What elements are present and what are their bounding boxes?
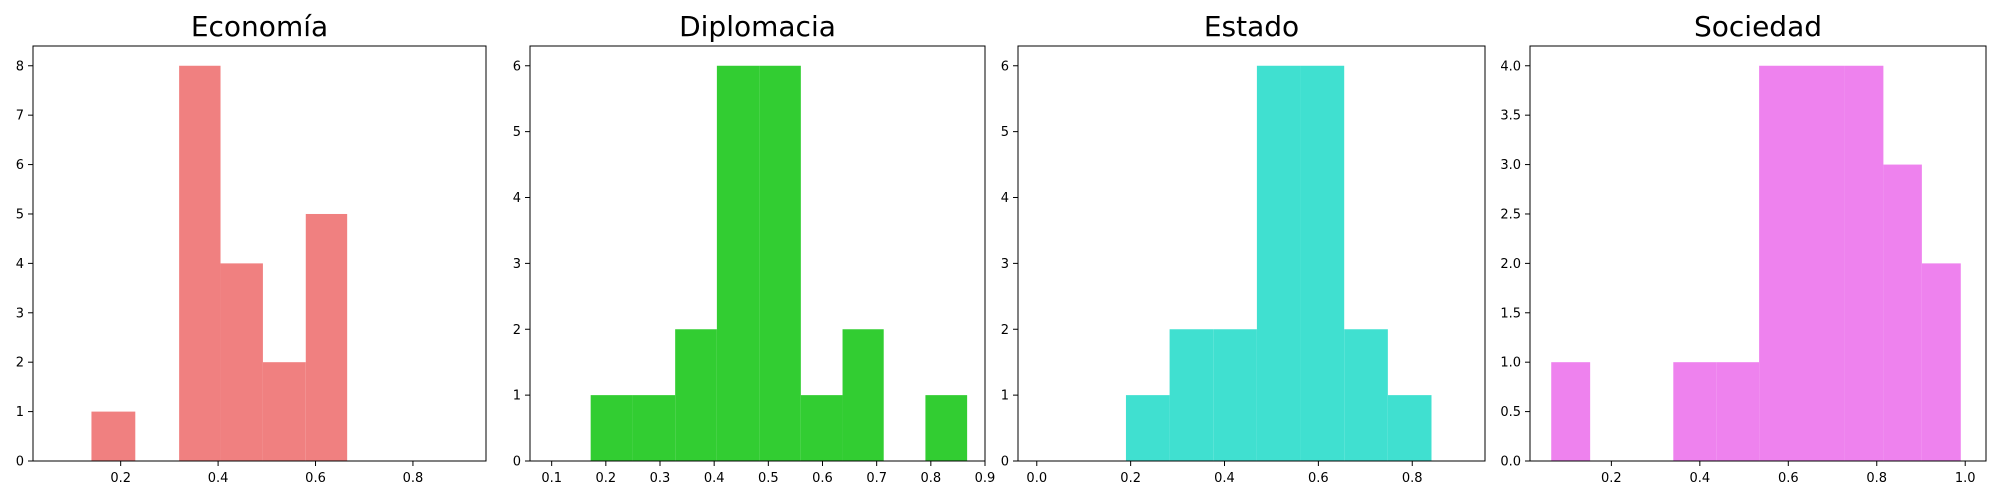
histogram-bar xyxy=(759,65,801,461)
y-tick-label: 2 xyxy=(513,323,521,338)
x-tick-label: 0.2 xyxy=(1120,471,1141,486)
x-tick-label: 0.3 xyxy=(650,471,671,486)
y-tick-label: 0 xyxy=(1001,455,1009,470)
y-tick-label: 1 xyxy=(513,389,521,404)
subplot-1: 0.2 0.4 0.6 0.8 0 1 2 3 4 5 6 7 8 Economía xyxy=(16,10,487,486)
histogram-bar xyxy=(1673,362,1717,461)
y-tick-label: 4 xyxy=(1001,191,1009,206)
y-tick-label: 1.0 xyxy=(1500,356,1521,371)
histogram-bar xyxy=(1300,65,1345,461)
x-tick-label: 0.1 xyxy=(541,471,562,486)
histogram-bar xyxy=(1387,395,1432,461)
y-tick-label: 2.0 xyxy=(1500,257,1521,272)
y-tick-label: 6 xyxy=(1001,59,1009,74)
x-tick-label: 0.4 xyxy=(1214,471,1235,486)
histogram-bar xyxy=(91,411,136,461)
x-tick-label: 0.4 xyxy=(208,471,229,486)
x-tick-label: 0.9 xyxy=(975,471,996,486)
histogram-bar xyxy=(1551,362,1591,461)
y-tick-label: 0.0 xyxy=(1500,455,1521,470)
axes-frame xyxy=(1017,45,1486,462)
y-tick-label: 5 xyxy=(1001,125,1009,140)
subplot-2: 0.1 0.2 0.3 0.4 0.5 0.6 0.7 0.8 0.9 0 1 2 3 4 5 6 Diplom… xyxy=(513,10,996,486)
histogram-bar xyxy=(1125,395,1170,461)
histogram-bar xyxy=(675,329,717,461)
histogram-bar xyxy=(1256,65,1301,461)
histogram-bar xyxy=(1169,329,1214,461)
y-tick-label: 0 xyxy=(513,455,521,470)
y-tick-label: 4 xyxy=(513,191,521,206)
histogram-bar xyxy=(179,65,221,461)
chart-title: Economía xyxy=(191,10,328,43)
x-tick-label: 0.4 xyxy=(704,471,725,486)
chart-title: Diplomacia xyxy=(679,10,836,43)
histogram-bar xyxy=(1921,263,1961,461)
histogram-bar xyxy=(1883,164,1922,461)
y-tick-label: 1.5 xyxy=(1500,306,1521,321)
x-tick-label: 0.6 xyxy=(1308,471,1329,486)
chart-title: Sociedad xyxy=(1694,10,1822,43)
histogram-bar xyxy=(1844,65,1884,461)
y-tick-label: 6 xyxy=(513,59,521,74)
y-tick-label: 2.5 xyxy=(1500,207,1521,222)
x-tick-label: 0.6 xyxy=(1778,471,1799,486)
x-tick-label: 0.0 xyxy=(1026,471,1047,486)
histogram-bar xyxy=(1213,329,1257,461)
y-tick-label: 1 xyxy=(1001,389,1009,404)
y-tick-label: 0.5 xyxy=(1500,405,1521,420)
histogram-bar xyxy=(1759,65,1803,461)
y-tick-label: 7 xyxy=(16,109,24,124)
x-tick-label: 0.2 xyxy=(110,471,131,486)
histogram-bar xyxy=(925,395,968,461)
x-tick-label: 0.8 xyxy=(1866,471,1887,486)
x-tick-label: 0.4 xyxy=(1689,471,1710,486)
y-tick-label: 3 xyxy=(513,257,521,272)
histogram-bar xyxy=(220,263,263,461)
y-tick-label: 5 xyxy=(16,207,24,222)
axes-frame xyxy=(529,45,986,462)
subplot-4: 0.2 0.4 0.6 0.8 1.0 0.0 0.5 1.0 1.5 2.0 2.5 3.0 3.5 4… xyxy=(1500,10,1987,486)
histogram-bar xyxy=(262,362,306,461)
x-tick-label: 0.2 xyxy=(1601,471,1622,486)
histogram-bar xyxy=(1716,362,1760,461)
y-tick-label: 3 xyxy=(16,306,24,321)
y-tick-label: 5 xyxy=(513,125,521,140)
x-tick-label: 0.8 xyxy=(920,471,941,486)
y-tick-label: 3.0 xyxy=(1500,158,1521,173)
axes-frame xyxy=(32,45,487,462)
y-tick-label: 2 xyxy=(1001,323,1009,338)
y-tick-label: 8 xyxy=(16,59,24,74)
x-tick-label: 0.2 xyxy=(595,471,616,486)
histogram-bar xyxy=(716,65,760,461)
y-tick-label: 4 xyxy=(16,257,24,272)
x-tick-label: 0.8 xyxy=(403,471,424,486)
axes-frame xyxy=(1529,45,1987,462)
y-tick-label: 2 xyxy=(16,356,24,371)
histogram-bar xyxy=(305,213,348,461)
y-tick-label: 0 xyxy=(16,455,24,470)
histogram-bar xyxy=(1344,329,1388,461)
x-tick-label: 0.6 xyxy=(305,471,326,486)
x-tick-label: 1.0 xyxy=(1955,471,1976,486)
histogram-bar xyxy=(1802,65,1845,461)
chart-title: Estado xyxy=(1204,10,1299,43)
y-tick-label: 3 xyxy=(1001,257,1009,272)
x-tick-label: 0.6 xyxy=(812,471,833,486)
y-tick-label: 4.0 xyxy=(1500,59,1521,74)
subplot-3: 0.0 0.2 0.4 0.6 0.8 0 1 2 3 4 5 6 Estado xyxy=(1001,10,1486,486)
x-tick-label: 0.7 xyxy=(866,471,887,486)
y-tick-label: 1 xyxy=(16,405,24,420)
y-tick-label: 3.5 xyxy=(1500,109,1521,124)
x-tick-label: 0.8 xyxy=(1402,471,1423,486)
histogram-bar xyxy=(800,395,843,461)
y-tick-label: 6 xyxy=(16,158,24,173)
histogram-bar xyxy=(842,329,884,461)
histogram-bar xyxy=(590,395,633,461)
histogram-bar xyxy=(632,395,676,461)
x-tick-label: 0.5 xyxy=(758,471,779,486)
